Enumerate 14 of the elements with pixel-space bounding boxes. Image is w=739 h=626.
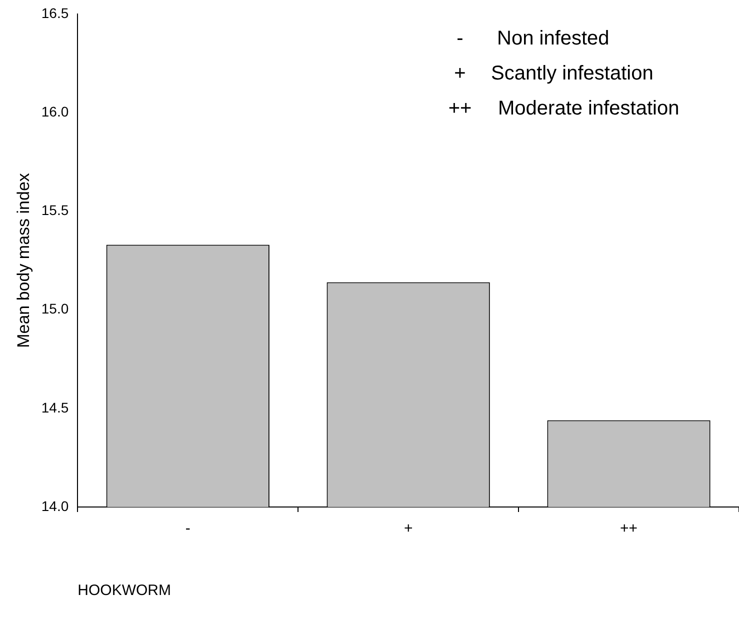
x-tick-label: ++ xyxy=(620,520,638,538)
text: + Scantly infestation xyxy=(454,62,654,85)
x-axis-title: HOOKWORM xyxy=(78,582,171,600)
y-tick-label: 15.5 xyxy=(41,202,69,218)
x-tick-label: - xyxy=(185,520,190,538)
x-tick-label: + xyxy=(404,520,413,538)
y-tick-label: 14.5 xyxy=(41,399,69,416)
text: - Non infested xyxy=(456,28,610,50)
text: ++ Moderate infestation xyxy=(448,98,680,120)
y-axis-title: Mean body mass index xyxy=(14,172,33,348)
y-tick-label: 15.0 xyxy=(41,300,69,317)
y-tick-label: 14.0 xyxy=(41,498,69,514)
y-tick-label: 16.0 xyxy=(41,103,69,120)
y-tick-label: 16.5 xyxy=(41,4,69,21)
